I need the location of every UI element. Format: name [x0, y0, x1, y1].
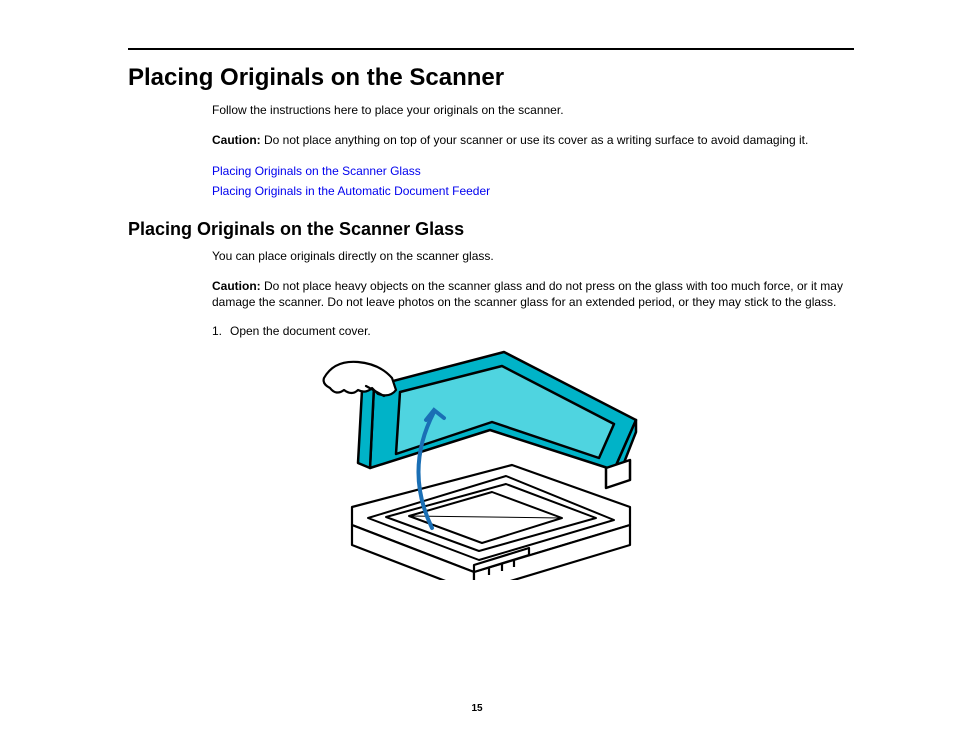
caution-1-text: Do not place anything on top of your sca… — [261, 133, 809, 147]
caution-2: Caution: Do not place heavy objects on t… — [212, 278, 854, 310]
intro-block: Follow the instructions here to place yo… — [212, 102, 854, 201]
scanner-figure — [314, 350, 854, 585]
step-1-num: 1. — [212, 324, 230, 338]
sub-block: You can place originals directly on the … — [212, 248, 854, 586]
step-1: 1.Open the document cover. — [212, 324, 854, 338]
caution-1: Caution: Do not place anything on top of… — [212, 132, 854, 148]
caution-2-text: Do not place heavy objects on the scanne… — [212, 279, 843, 309]
scanner-illustration-svg — [314, 350, 664, 580]
page-number: 15 — [0, 703, 954, 714]
caution-2-label: Caution: — [212, 279, 261, 293]
main-heading: Placing Originals on the Scanner — [128, 64, 854, 92]
link-scanner-glass[interactable]: Placing Originals on the Scanner Glass — [212, 162, 854, 181]
sub-heading: Placing Originals on the Scanner Glass — [128, 219, 854, 240]
intro-text: Follow the instructions here to place yo… — [212, 102, 854, 118]
top-rule — [128, 48, 854, 50]
link-adf[interactable]: Placing Originals in the Automatic Docum… — [212, 182, 854, 201]
sub-intro-text: You can place originals directly on the … — [212, 248, 854, 264]
caution-1-label: Caution: — [212, 133, 261, 147]
step-1-text: Open the document cover. — [230, 324, 371, 338]
document-page: Placing Originals on the Scanner Follow … — [0, 0, 954, 738]
